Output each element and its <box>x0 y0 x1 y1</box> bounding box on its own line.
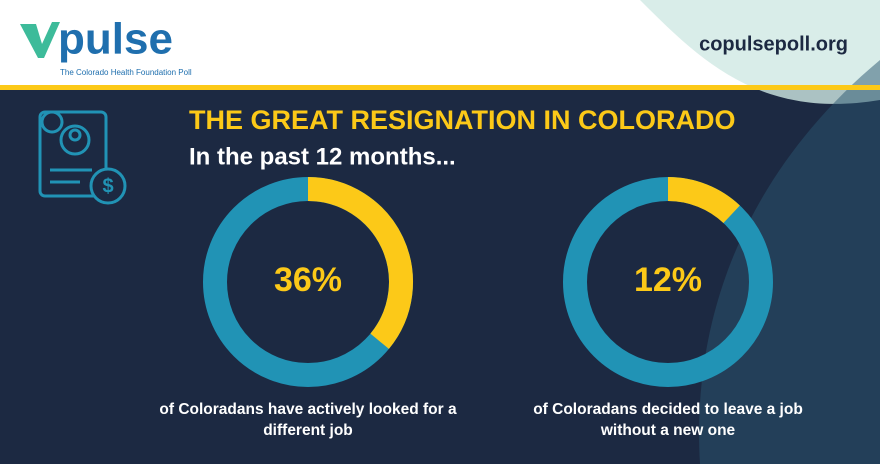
caption: of Coloradans have actively looked for a <box>159 401 457 418</box>
value-label: 36% <box>274 261 342 299</box>
logo: pulse <box>58 15 173 64</box>
donut-segment <box>307 177 413 349</box>
title: THE GREAT RESIGNATION IN COLORADO <box>189 105 736 135</box>
donut-segment <box>667 177 740 224</box>
decor-shape <box>699 60 880 464</box>
subtitle: In the past 12 months... <box>189 143 456 170</box>
decor-shape <box>640 0 880 104</box>
icon-dollar: $ <box>102 175 113 197</box>
icon <box>38 110 127 205</box>
logo-tagline: The Colorado Health Foundation Poll <box>60 68 192 77</box>
logo-mark <box>20 22 60 58</box>
header-rule <box>0 85 880 90</box>
website: copulsepoll.org <box>699 33 848 55</box>
caption: of Coloradans decided to leave a job <box>533 401 803 418</box>
value-label: 12% <box>634 261 702 299</box>
caption: without a new one <box>600 422 736 439</box>
caption: different job <box>263 422 353 439</box>
